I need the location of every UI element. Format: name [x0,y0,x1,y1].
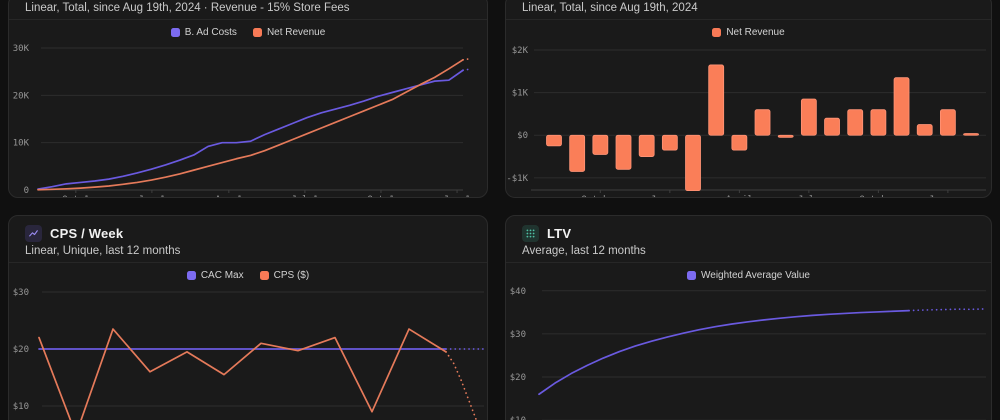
legend-swatch [170,28,180,37]
bar[interactable] [847,109,864,136]
chart-subtitle: Average, last 12 months [522,245,646,257]
svg-text:January: January [651,195,690,198]
chart-subtitle: Linear, Total, since Aug 19th, 2024 · Re… [25,2,350,14]
bar[interactable] [592,134,609,155]
series-projection [462,57,473,61]
card-header: CPS / Week [9,216,487,244]
legend-label: CAC Max [200,270,244,281]
svg-text:$2K: $2K [512,46,529,56]
legend-swatch [186,271,196,280]
cumulative-line-chart[interactable]: 0 10K 20K 30K Oct 1 Jan 1 Apr 1 Jul 1 Oct 1 Jan 1 [9,40,488,198]
series-line[interactable] [38,328,447,420]
svg-text:April: April [726,195,753,198]
svg-text:$30: $30 [510,330,526,340]
bar[interactable] [546,134,562,147]
svg-text:Apr 1: Apr 1 [215,195,242,198]
cps-week-card: CPS / Week Linear, Unique, last 12 month… [8,215,488,420]
grid-icon [522,225,539,242]
chart-legend: Weighted Average Value [506,263,991,283]
revenue-lines-card: Linear, Total, since Aug 19th, 2024 · Re… [8,0,488,198]
bar[interactable] [661,134,678,151]
svg-text:0: 0 [24,186,29,196]
bar[interactable] [638,134,655,157]
bar[interactable] [939,109,956,136]
legend-label: Net Revenue [726,27,785,38]
legend-item[interactable]: CAC Max [186,270,244,281]
legend-item[interactable]: Net Revenue [252,27,326,38]
bar[interactable] [824,117,840,136]
net-revenue-bars-card: Linear, Total, since Aug 19th, 2024 Net … [505,0,992,198]
series-projection [462,67,473,72]
bar[interactable] [708,64,725,136]
bar[interactable] [685,134,701,192]
legend-label: Net Revenue [266,27,326,38]
svg-text:Oct 1: Oct 1 [367,195,394,198]
bar[interactable] [916,124,933,136]
card-header: LTV [506,216,991,244]
legend-item[interactable]: CPS ($) [259,270,310,281]
bar[interactable] [777,134,794,138]
bar[interactable] [800,98,817,136]
svg-text:July: July [798,195,820,198]
svg-text:Oct 1: Oct 1 [62,195,89,198]
chart-legend: CAC Max CPS ($) [9,263,487,283]
series-projection [908,308,987,312]
svg-text:20K: 20K [13,91,30,101]
bar[interactable] [615,134,632,170]
svg-text:$20: $20 [13,345,29,355]
series-line[interactable] [37,69,464,190]
header-divider [9,262,487,263]
header-divider [506,262,991,263]
bar[interactable] [963,133,979,136]
svg-text:30K: 30K [13,44,30,54]
header-divider [506,19,991,20]
ltv-line-chart[interactable]: $40 $30 $20 $10 [506,283,992,420]
legend-swatch [252,28,262,37]
bar[interactable] [893,77,910,136]
svg-text:10K: 10K [13,139,30,149]
series-line[interactable] [538,309,910,396]
legend-item[interactable]: Net Revenue [712,27,785,38]
bar[interactable] [754,109,771,136]
svg-text:Jan 1: Jan 1 [444,195,471,198]
svg-text:$20: $20 [510,373,526,383]
legend-label: B. Ad Costs [184,27,237,38]
card-title: CPS / Week [50,226,124,241]
bar[interactable] [569,134,586,172]
legend-swatch [259,271,269,280]
legend-swatch [687,271,696,280]
svg-text:Jul 1: Jul 1 [291,195,318,198]
line-chart-icon [25,225,42,242]
ltv-card: LTV Average, last 12 months Weighted Ave… [505,215,992,420]
svg-text:$40: $40 [510,287,526,297]
cps-line-chart[interactable]: $30 $20 $10 [9,283,488,420]
bar[interactable] [731,134,748,151]
monthly-bar-chart[interactable]: $2K $1K $0 -$1K October January April July Octob… [506,40,992,198]
bar[interactable] [870,109,887,136]
chart-subtitle: Linear, Unique, last 12 months [25,245,181,257]
series-projection [445,350,478,420]
legend-item[interactable]: B. Ad Costs [170,27,237,38]
card-title: LTV [547,226,572,241]
svg-text:January: January [929,195,968,198]
svg-text:$1K: $1K [512,89,529,99]
series-line[interactable] [37,58,464,191]
svg-text:October: October [859,195,898,198]
svg-text:-$1K: -$1K [506,174,528,184]
svg-text:$30: $30 [13,288,29,298]
header-divider [9,19,487,20]
svg-text:$0: $0 [517,131,528,141]
legend-label: Weighted Average Value [701,270,810,281]
svg-text:Jan 1: Jan 1 [138,195,165,198]
legend-item[interactable]: Weighted Average Value [687,270,810,281]
legend-label: CPS ($) [273,270,310,281]
svg-text:$10: $10 [13,402,29,412]
chart-legend: Net Revenue [506,20,991,40]
svg-text:$10: $10 [510,416,526,420]
legend-swatch [712,28,722,37]
chart-legend: B. Ad Costs Net Revenue [9,20,487,40]
chart-subtitle: Linear, Total, since Aug 19th, 2024 [522,2,698,14]
svg-text:October: October [581,195,620,198]
